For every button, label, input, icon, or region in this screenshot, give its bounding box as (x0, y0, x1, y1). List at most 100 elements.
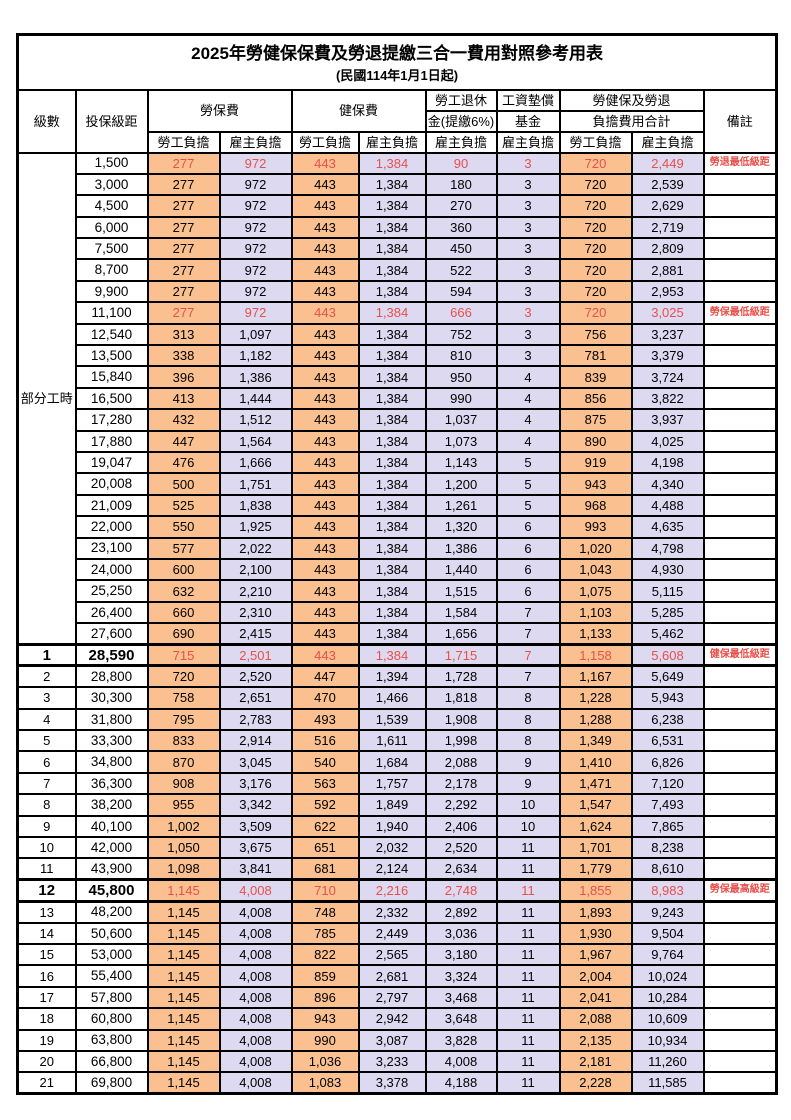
health-employer-cell: 1,384 (357, 515, 427, 539)
level-cell: 16 (16, 964, 77, 988)
labor-employer-cell: 972 (218, 194, 293, 218)
pension-employer-cell: 270 (424, 194, 498, 218)
labor-employer-cell: 4,008 (218, 1028, 293, 1052)
labor-employee-cell: 396 (146, 365, 221, 389)
total-employee-cell: 1,133 (558, 622, 633, 646)
total-employee-cell: 1,410 (558, 750, 633, 774)
wage-fund-employer-cell: 3 (495, 194, 561, 218)
labor-employer-cell: 1,097 (218, 322, 293, 347)
total-employer-cell: 5,608 (630, 642, 705, 668)
total-employer-cell: 3,025 (630, 301, 705, 325)
salary-bracket-cell: 63,800 (74, 1028, 149, 1052)
table-row: 15,840 396 1,386 443 1,384 950 4 839 3,724 (18, 365, 778, 389)
pension-employer-cell: 2,178 (424, 771, 498, 796)
health-employee-cell: 443 (290, 194, 360, 218)
labor-employer-cell: 3,176 (218, 771, 293, 796)
health-employee-cell: 785 (290, 921, 360, 945)
health-employer-cell: 1,384 (357, 322, 427, 347)
salary-bracket-cell: 17,280 (74, 408, 149, 432)
level-cell: 6 (16, 750, 77, 774)
pension-employer-cell: 90 (424, 151, 498, 175)
health-employee-cell: 1,036 (290, 1049, 360, 1074)
labor-employee-cell: 1,145 (146, 1007, 221, 1031)
level-cell: 8 (16, 793, 77, 817)
labor-employee-cell: 1,145 (146, 942, 221, 967)
wage-fund-employer-cell: 4 (495, 429, 561, 453)
remark-cell (702, 237, 778, 261)
pension-employer-cell: 950 (424, 365, 498, 389)
labor-employer-cell: 4,008 (218, 1049, 293, 1074)
total-employer-cell: 4,930 (630, 557, 705, 582)
level-cell: 4 (16, 707, 77, 732)
labor-employer-cell: 2,651 (218, 686, 293, 710)
total-employer-cell: 4,025 (630, 429, 705, 453)
salary-bracket-cell: 55,400 (74, 964, 149, 988)
total-employer-cell: 2,953 (630, 279, 705, 304)
remark-cell: 勞退最低級距 (702, 151, 778, 175)
remark-cell (702, 835, 778, 860)
health-employer-cell: 3,233 (357, 1049, 427, 1074)
remark-cell (702, 600, 778, 625)
labor-employer-cell: 4,008 (218, 942, 293, 967)
subheader-pension-employer: 雇主負擔 (424, 130, 498, 154)
remark-cell (702, 194, 778, 218)
col-header-health-insurance: 健保費 (290, 88, 427, 133)
labor-employer-cell: 2,914 (218, 729, 293, 753)
pension-employer-cell: 2,520 (424, 835, 498, 860)
remark-cell (702, 857, 778, 881)
health-employee-cell: 859 (290, 964, 360, 988)
table-row: 15 53,000 1,145 4,008 822 2,565 3,180 11 1,967 9,… (16, 942, 778, 967)
pension-employer-cell: 3,468 (424, 985, 498, 1010)
wage-fund-employer-cell: 3 (495, 322, 561, 347)
labor-employer-cell: 3,342 (218, 793, 293, 817)
health-employee-cell: 622 (290, 814, 360, 839)
labor-employee-cell: 525 (146, 493, 221, 518)
pension-employer-cell: 3,828 (424, 1028, 498, 1052)
health-employer-cell: 2,565 (357, 942, 427, 967)
health-employee-cell: 516 (290, 729, 360, 753)
labor-employee-cell: 1,145 (146, 921, 221, 945)
total-employer-cell: 8,983 (630, 878, 705, 903)
remark-cell (702, 493, 778, 518)
total-employee-cell: 839 (558, 365, 633, 389)
labor-employee-cell: 413 (146, 386, 221, 411)
remark-cell: 勞保最高級距 (702, 878, 778, 903)
title-block: 2025年勞健保保費及勞退提繳三合一費用對照參考用表 (民國114年1月1日起) (16, 33, 778, 91)
health-employer-cell: 3,087 (357, 1028, 427, 1052)
total-employer-cell: 7,120 (630, 771, 705, 796)
salary-bracket-cell: 9,900 (74, 279, 149, 304)
labor-employee-cell: 277 (146, 258, 221, 282)
level-cell: 10 (16, 835, 77, 860)
wage-fund-employer-cell: 6 (495, 536, 561, 560)
pension-employer-cell: 3,648 (424, 1007, 498, 1031)
salary-bracket-cell: 25,250 (74, 579, 149, 603)
total-employer-cell: 10,609 (630, 1007, 705, 1031)
table-row: 12,540 313 1,097 443 1,384 752 3 756 3,237 (18, 322, 778, 347)
health-employer-cell: 1,940 (357, 814, 427, 839)
wage-fund-employer-cell: 8 (495, 686, 561, 710)
health-employee-cell: 493 (290, 707, 360, 732)
labor-employer-cell: 2,415 (218, 622, 293, 646)
remark-cell (702, 365, 778, 389)
header-row-1: 級數 投保級距 勞保費 健保費 勞工退休 工資墊償 勞健保及勞退 備註 (16, 88, 778, 154)
labor-employer-cell: 3,045 (218, 750, 293, 774)
subheader-wage-fund-employer: 雇主負擔 (495, 130, 561, 154)
total-employer-cell: 9,504 (630, 921, 705, 945)
total-employee-cell: 2,181 (558, 1049, 633, 1074)
table-row: 11,100 277 972 443 1,384 666 3 720 3,025 勞保最低級距 (18, 301, 778, 325)
salary-bracket-cell: 22,000 (74, 515, 149, 539)
table-row: 20,008 500 1,751 443 1,384 1,200 5 943 4,340 (18, 472, 778, 496)
total-employee-cell: 720 (558, 279, 633, 304)
labor-employee-cell: 955 (146, 793, 221, 817)
wage-fund-employer-cell: 11 (495, 1049, 561, 1074)
health-employee-cell: 443 (290, 493, 360, 518)
total-employer-cell: 5,285 (630, 600, 705, 625)
total-employer-cell: 2,881 (630, 258, 705, 282)
table-row: 17 57,800 1,145 4,008 896 2,797 3,468 11 2,041 10… (16, 985, 778, 1010)
total-employer-cell: 4,635 (630, 515, 705, 539)
wage-fund-employer-cell: 8 (495, 729, 561, 753)
level-cell: 20 (16, 1049, 77, 1074)
table-row: 8 38,200 955 3,342 592 1,849 2,292 10 1,547 7,493 (16, 793, 778, 817)
labor-employer-cell: 2,310 (218, 600, 293, 625)
total-employee-cell: 1,855 (558, 878, 633, 903)
